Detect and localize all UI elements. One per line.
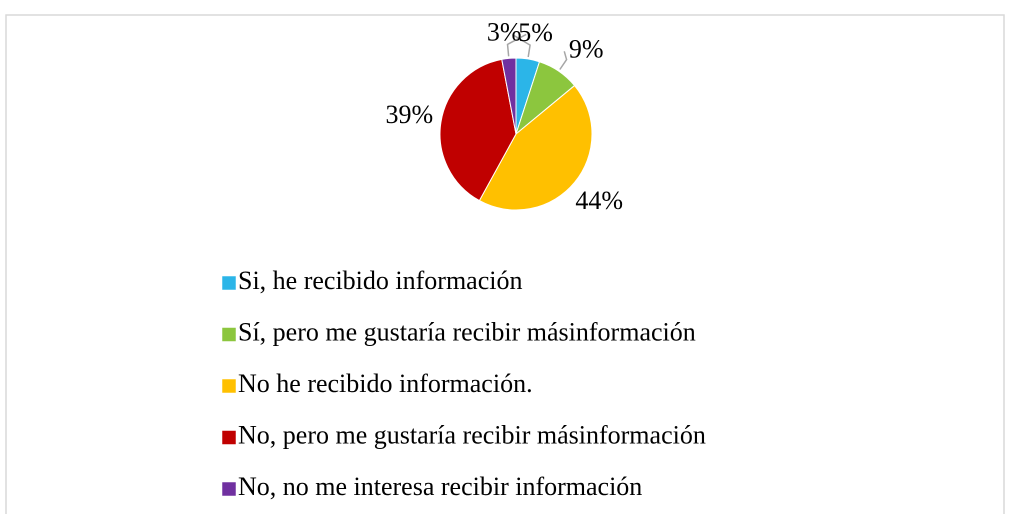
legend-label: Si, he recibido información [238,266,522,295]
leader-line [559,51,568,70]
chart-frame [5,14,1005,514]
data-label: 44% [575,186,623,215]
legend-swatch [221,481,237,497]
pie-slice [478,84,593,211]
pie-slice [501,57,517,135]
legend-label: Sí, pero me gustaría recibir másinformac… [238,317,696,346]
legend-label: No he recibido información. [238,369,533,398]
legend-label: No, pero me gustaría recibir másinformac… [238,420,706,449]
data-label: 39% [385,100,433,129]
leader-line [506,33,527,57]
legend-swatch [221,275,237,291]
data-label: 5% [518,18,553,47]
data-label: 9% [569,34,604,63]
legend-swatch [221,430,237,445]
pie-slice [439,58,517,202]
legend-label: No, no me interesa recibir información [238,472,642,501]
data-label: 3% [487,17,522,46]
legend-swatch [221,327,237,342]
legend-swatch [221,378,237,394]
